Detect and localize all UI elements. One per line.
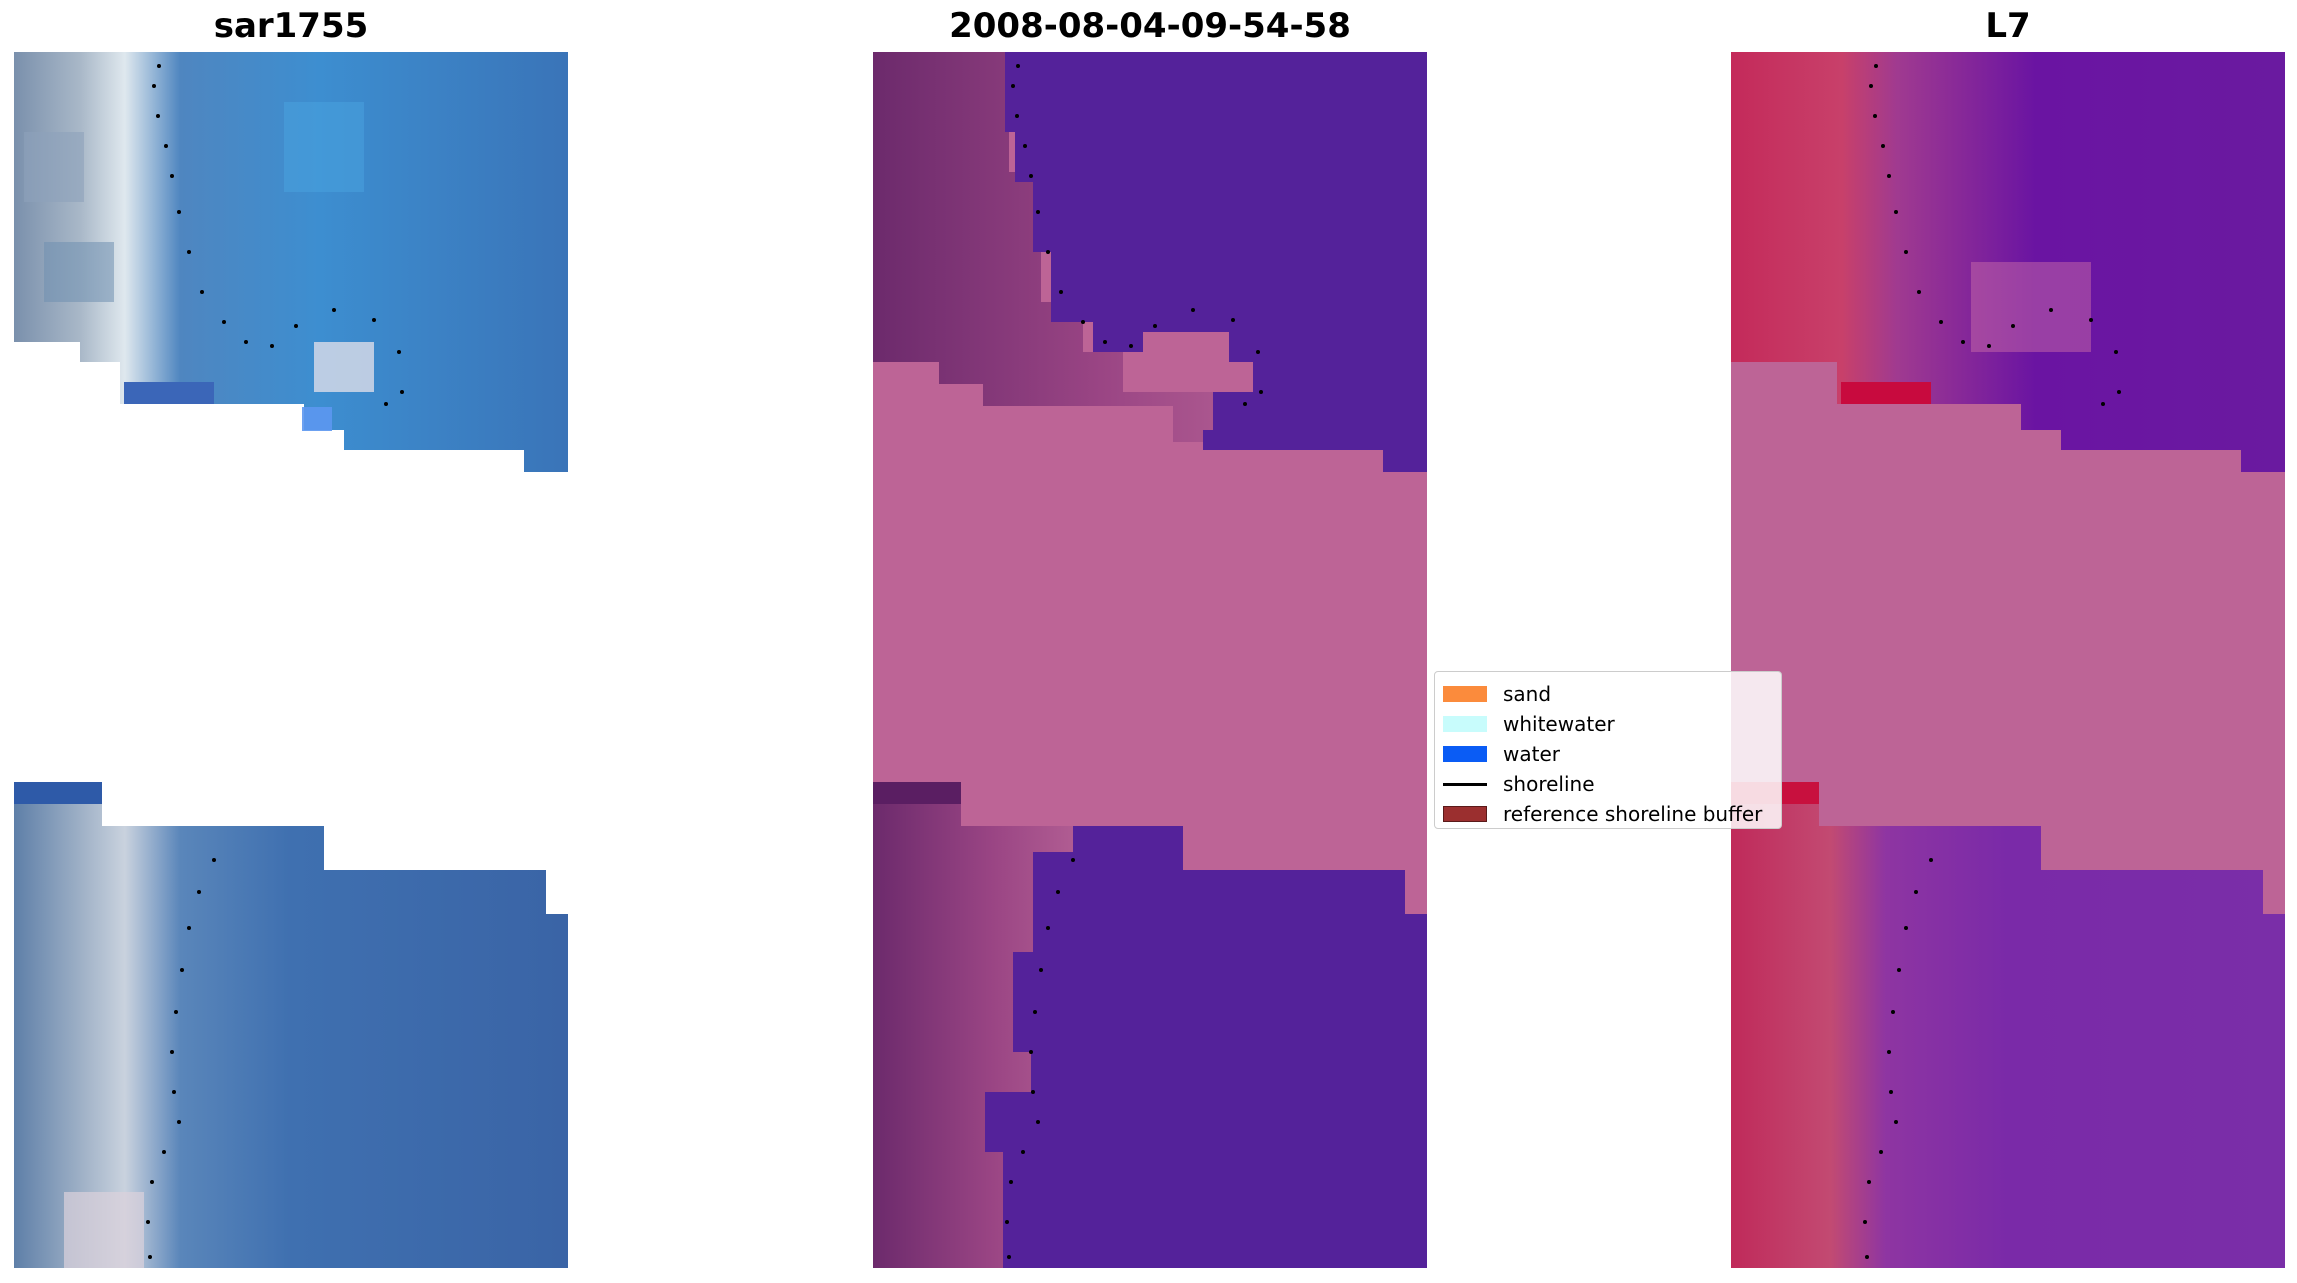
legend-label-whitewater: whitewater <box>1503 712 1615 736</box>
rgb-image-panel <box>14 52 568 1268</box>
panel-title-mndwi: L7 <box>1985 6 2031 46</box>
legend-label-reference-buffer: reference shoreline buffer <box>1503 802 1763 826</box>
l7-image-panel <box>1731 52 2285 1268</box>
panel-title-rgb: sar1755 <box>213 6 369 46</box>
legend-item-water: water <box>1443 740 1560 768</box>
classified-water-top <box>1005 52 1427 472</box>
legend-line-shoreline <box>1443 782 1487 786</box>
rgb-shoreline <box>146 64 404 1259</box>
panel-title-classified: 2008-08-04-09-54-58 <box>949 6 1351 46</box>
legend-swatch-sand <box>1443 686 1487 702</box>
legend-label-water: water <box>1503 742 1560 766</box>
classified-land-top <box>873 52 1253 442</box>
classified-land-bottom <box>873 782 1073 1268</box>
l7-bottom-block <box>1731 782 2285 1268</box>
l7-shoreline <box>1863 64 2121 1259</box>
legend-item-sand: sand <box>1443 680 1551 708</box>
classified-shoreline <box>1005 64 1263 1259</box>
legend: sand whitewater water shoreline referenc… <box>1434 671 1782 829</box>
legend-swatch-whitewater <box>1443 716 1487 732</box>
classified-image-panel <box>873 52 1427 1268</box>
legend-swatch-reference-buffer <box>1443 806 1487 822</box>
legend-item-whitewater: whitewater <box>1443 710 1615 738</box>
legend-item-shoreline: shoreline <box>1443 770 1595 798</box>
legend-label-sand: sand <box>1503 682 1552 706</box>
legend-swatch-water <box>1443 746 1487 762</box>
rgb-bottom-block <box>14 782 568 1268</box>
classified-water-bottom <box>985 826 1427 1268</box>
legend-item-reference-buffer: reference shoreline buffer <box>1443 800 1762 828</box>
legend-label-shoreline: shoreline <box>1503 772 1595 796</box>
rgb-top-block <box>14 52 568 472</box>
